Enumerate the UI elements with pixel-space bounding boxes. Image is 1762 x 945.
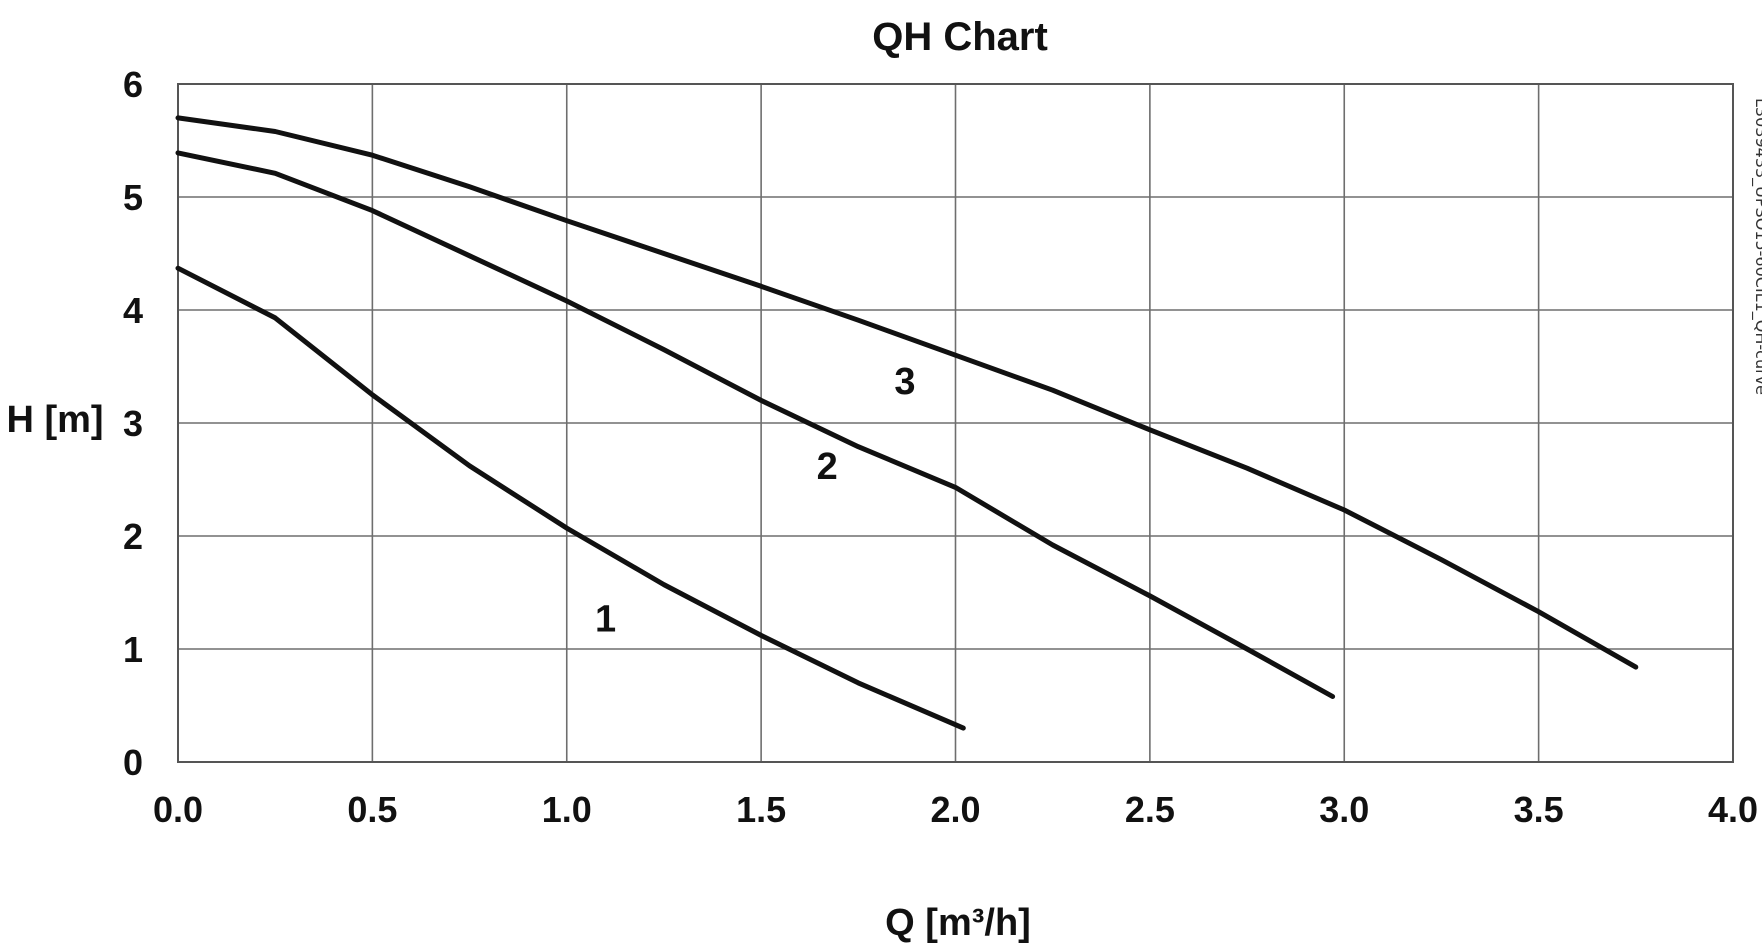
x-tick-label: 3.0 [1319,789,1369,830]
series-3-curve [175,115,1639,670]
grid [178,84,1733,762]
x-tick-label: 2.5 [1125,789,1175,830]
series-1-curve [175,265,966,731]
y-tick-label: 1 [123,629,143,670]
plot-frame [177,83,1734,763]
y-tick-label: 4 [123,290,143,331]
x-tick-label: 4.0 [1708,789,1758,830]
y-axis-label: H [m] [6,399,103,441]
series-2-label: 2 [817,446,838,488]
series-3-label: 3 [894,361,915,403]
chart-reference-code: L3039433_UPSO15-60CIL1_QH-curve [1751,98,1762,395]
x-tick-label: 1.5 [736,789,786,830]
y-axis-ticks: 0 1 2 3 4 5 6 [123,64,143,783]
x-axis-label: Q [m³/h] [885,902,1031,944]
x-tick-label: 1.0 [542,789,592,830]
y-tick-label: 3 [123,403,143,444]
x-tick-label: 0.5 [347,789,397,830]
y-tick-label: 0 [123,742,143,783]
y-tick-label: 2 [123,516,143,557]
series-1-label: 1 [595,598,616,640]
series-labels: 1 2 3 [595,361,915,640]
x-tick-label: 2.0 [930,789,980,830]
x-tick-label: 3.5 [1514,789,1564,830]
x-tick-label: 0.0 [153,789,203,830]
y-tick-label: 5 [123,177,143,218]
chart-title: QH Chart [872,15,1048,59]
x-axis-ticks: 0.0 0.5 1.0 1.5 2.0 2.5 3.0 3.5 4.0 [153,789,1758,830]
series-2-curve [175,150,1336,699]
series-curves [175,115,1639,731]
y-tick-label: 6 [123,64,143,105]
